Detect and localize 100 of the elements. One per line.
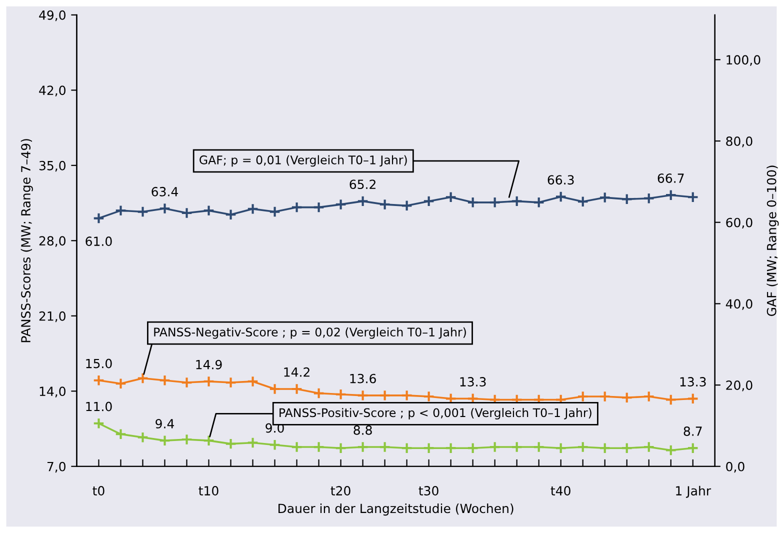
point <box>334 442 347 454</box>
point <box>510 441 523 453</box>
point <box>642 192 655 204</box>
point <box>356 390 369 402</box>
data-label: 13.3 <box>460 377 486 387</box>
y-tick-label: 14,0 <box>40 386 66 398</box>
data-label: 13.3 <box>680 377 706 387</box>
data-label: 14.9 <box>196 360 222 370</box>
point <box>598 442 611 454</box>
point <box>268 383 281 395</box>
point <box>224 376 237 388</box>
y2-tick-label: 80,0 <box>726 136 752 148</box>
y-tick-label: 21,0 <box>39 311 66 322</box>
point <box>224 208 237 221</box>
point <box>268 438 281 451</box>
point <box>598 192 611 204</box>
point <box>532 196 545 208</box>
point <box>620 442 633 454</box>
point <box>488 196 501 208</box>
point <box>422 195 435 208</box>
point <box>246 203 259 215</box>
point <box>334 198 347 210</box>
point <box>92 417 105 430</box>
y2-tick-label: 60,0 <box>726 218 752 229</box>
y2-tick-label: 0,0 <box>726 462 744 473</box>
x-tick-label: t40 <box>550 486 570 496</box>
point <box>224 438 237 450</box>
text: PANSS-Negativ-Score ; p = 0,02 (Vergleich T0–1 Jahr) <box>154 327 466 339</box>
point <box>576 441 589 453</box>
point <box>444 191 457 204</box>
x-tick-label: 1 Jahr <box>676 486 712 498</box>
point <box>180 434 193 446</box>
point <box>620 392 633 404</box>
point <box>686 191 699 204</box>
point <box>488 441 501 453</box>
y-tick-label: 35,0 <box>39 160 66 172</box>
y2-tick-label: 100,0 <box>726 55 760 66</box>
point <box>444 442 457 454</box>
point <box>532 441 545 453</box>
point <box>686 442 699 454</box>
x-tick-label: t30 <box>418 486 438 496</box>
data-label: 61.0 <box>86 236 112 246</box>
point <box>356 195 369 208</box>
data-label: 8.8 <box>354 425 372 435</box>
series-label: PANSS-Positiv-Score ; p < 0,001 (Vergleich T0–1 Jahr) <box>280 408 592 420</box>
point <box>642 441 655 453</box>
data-label: 14.2 <box>284 367 310 377</box>
point <box>158 202 171 214</box>
point <box>92 374 105 386</box>
point <box>268 206 281 218</box>
data-label: 8.7 <box>684 426 702 436</box>
point <box>378 390 391 402</box>
point <box>466 196 479 208</box>
point <box>356 441 369 453</box>
point <box>334 388 347 400</box>
y-tick-label: 28,0 <box>39 236 66 247</box>
point <box>466 442 479 454</box>
y2-axis-title: GAF (MW; Range 0–100) <box>766 166 779 316</box>
y2-tick-label: 40,0 <box>726 299 752 310</box>
point <box>246 436 259 449</box>
point <box>642 390 655 402</box>
y-tick-label: 7,0 <box>47 462 66 473</box>
point <box>202 376 215 388</box>
point <box>290 383 303 395</box>
point <box>246 376 259 388</box>
data-label: 63.4 <box>152 186 178 196</box>
point <box>554 190 567 203</box>
data-label: 9.4 <box>156 418 174 428</box>
x-tick-label: t20 <box>330 486 350 496</box>
point <box>114 378 127 390</box>
point <box>114 204 127 216</box>
point <box>158 434 171 446</box>
point <box>180 207 193 219</box>
point <box>202 434 215 446</box>
point <box>290 201 303 214</box>
point <box>620 193 633 206</box>
x-tick-label: t0 <box>92 486 104 496</box>
data-label: 66.3 <box>548 175 574 185</box>
data-label: 15.0 <box>86 358 112 368</box>
point <box>664 444 677 456</box>
point <box>136 431 149 444</box>
data-label: 11.0 <box>86 402 112 412</box>
x-tick-label: t10 <box>198 486 218 496</box>
y2-tick-label: 20,0 <box>726 380 752 392</box>
point <box>378 441 391 453</box>
point <box>180 376 193 388</box>
point <box>576 390 589 402</box>
y-axis-title: PANSS-Scores (MW; Range 7–49) <box>20 139 33 342</box>
data-label: 13.6 <box>350 374 376 384</box>
point <box>510 195 523 208</box>
point <box>422 390 435 402</box>
point <box>290 441 303 453</box>
point <box>312 201 325 214</box>
point <box>554 442 567 454</box>
point <box>422 442 435 454</box>
point <box>598 390 611 402</box>
point <box>686 392 699 405</box>
y-tick-label: 49,0 <box>39 10 66 22</box>
text: GAF; p = 0,01 (Vergleich T0–1 Jahr) <box>200 155 407 167</box>
point <box>576 196 589 208</box>
